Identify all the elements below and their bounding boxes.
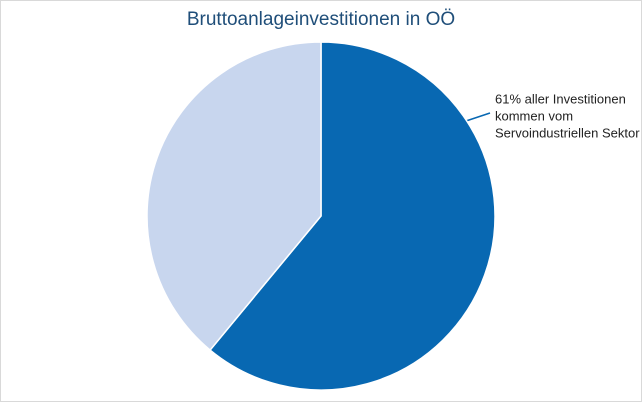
annotation-text: 61% aller Investitionen: [495, 91, 626, 106]
annotation-leader: [465, 112, 491, 122]
annotation-text: Servoindustriellen Sektor: [495, 125, 640, 140]
pie-slice: [146, 41, 322, 352]
annotation-text: kommen vom: [495, 108, 573, 123]
chart-title: Bruttoanlageinvestitionen in OÖ: [187, 9, 455, 30]
pie-slice: [209, 41, 496, 391]
